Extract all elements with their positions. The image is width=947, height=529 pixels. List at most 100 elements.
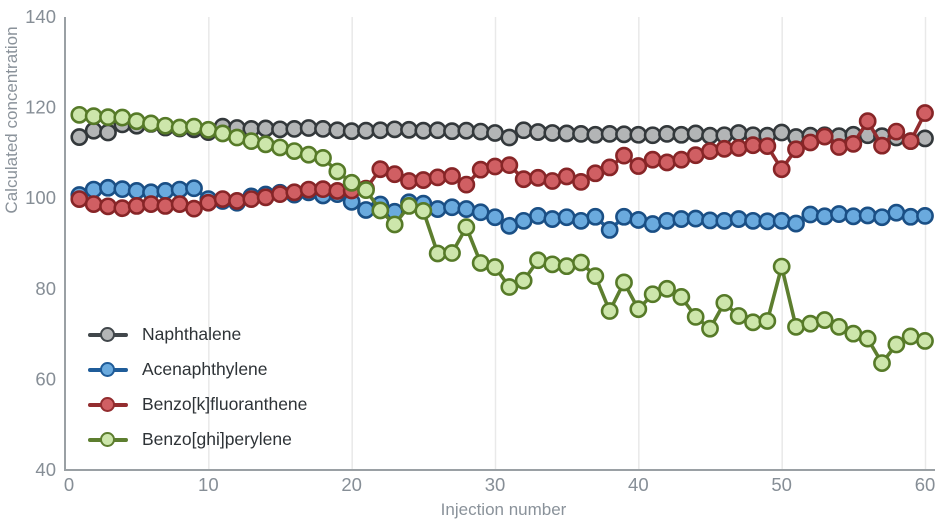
data-point-acenaphthylene-27	[443, 198, 461, 217]
data-point-benzo-ghi-perylene-11	[213, 124, 232, 143]
data-point-benzo-ghi-perylene-28	[457, 218, 476, 237]
legend-item-benzo-k-fluoranthene[interactable]: Benzo[k]fluoranthene	[88, 387, 307, 422]
data-point-benzo-k-fluoranthene-45	[701, 142, 719, 160]
x-tick-label-40: 40	[628, 474, 649, 495]
data-point-naphthalene-27	[443, 122, 461, 141]
legend-item-benzo-ghi-perylene[interactable]: Benzo[ghi]perylene	[88, 422, 307, 457]
data-point-benzo-k-fluoranthene-57	[873, 136, 891, 155]
data-point-benzo-ghi-perylene-22	[371, 201, 390, 220]
data-point-benzo-k-fluoranthene-47	[729, 139, 748, 157]
data-point-acenaphthylene-5	[127, 182, 146, 200]
y-axis-title: Calculated concentration	[2, 26, 21, 214]
data-point-acenaphthylene-29	[471, 203, 490, 222]
data-point-naphthalene-22	[371, 121, 390, 140]
data-point-benzo-k-fluoranthene-54	[830, 138, 848, 156]
data-point-benzo-k-fluoranthene-1	[70, 190, 89, 209]
data-point-benzo-k-fluoranthene-44	[686, 146, 705, 165]
data-point-naphthalene-34	[543, 124, 562, 142]
data-point-benzo-ghi-perylene-46	[715, 293, 734, 312]
data-point-acenaphthylene-38	[600, 221, 619, 239]
data-point-naphthalene-42	[658, 124, 676, 143]
legend-marker-icon	[100, 326, 115, 342]
data-point-benzo-k-fluoranthene-46	[715, 139, 734, 158]
data-point-acenaphthylene-60	[916, 206, 934, 225]
data-point-benzo-k-fluoranthene-40	[629, 157, 648, 175]
data-point-benzo-ghi-perylene-37	[586, 267, 605, 286]
data-point-benzo-k-fluoranthene-36	[572, 172, 590, 191]
data-point-naphthalene-41	[643, 126, 662, 145]
data-point-benzo-k-fluoranthene-39	[615, 146, 633, 165]
data-point-benzo-ghi-perylene-12	[228, 128, 246, 147]
data-point-naphthalene-38	[600, 124, 619, 143]
data-point-acenaphthylene-46	[715, 211, 734, 230]
data-point-benzo-ghi-perylene-59	[901, 327, 920, 346]
data-point-benzo-ghi-perylene-27	[443, 244, 461, 262]
data-point-benzo-k-fluoranthene-42	[658, 153, 676, 172]
legend-item-acenaphthylene[interactable]: Acenaphthylene	[88, 352, 307, 387]
data-point-acenaphthylene-48	[744, 211, 762, 230]
data-point-acenaphthylene-9	[185, 179, 203, 198]
data-point-acenaphthylene-7	[156, 182, 175, 200]
legend-marker-icon	[100, 431, 115, 447]
data-point-benzo-k-fluoranthene-11	[213, 190, 232, 209]
data-point-naphthalene-40	[629, 125, 648, 144]
data-point-naphthalene-45	[701, 126, 719, 145]
data-point-acenaphthylene-34	[543, 210, 562, 228]
data-point-naphthalene-44	[686, 124, 705, 143]
data-point-benzo-k-fluoranthene-3	[99, 197, 117, 216]
data-point-acenaphthylene-30	[486, 208, 504, 227]
data-point-naphthalene-15	[271, 120, 289, 139]
data-point-acenaphthylene-4	[113, 180, 132, 199]
data-point-benzo-k-fluoranthene-48	[744, 136, 762, 155]
x-tick-label-20: 20	[341, 474, 362, 495]
data-point-naphthalene-35	[557, 124, 576, 143]
data-point-benzo-ghi-perylene-51	[787, 317, 805, 336]
data-point-naphthalene-37	[586, 125, 605, 144]
data-point-acenaphthylene-36	[572, 211, 590, 230]
x-tick-label-50: 50	[771, 474, 792, 495]
data-point-benzo-k-fluoranthene-35	[557, 167, 576, 186]
data-point-benzo-ghi-perylene-56	[858, 329, 877, 348]
data-point-benzo-k-fluoranthene-23	[385, 165, 404, 184]
data-point-benzo-k-fluoranthene-60	[916, 104, 934, 122]
data-point-benzo-k-fluoranthene-59	[901, 132, 920, 151]
data-point-benzo-k-fluoranthene-33	[529, 168, 547, 187]
legend-item-naphthalene[interactable]: Naphthalene	[88, 317, 307, 352]
data-point-benzo-ghi-perylene-26	[428, 244, 447, 263]
data-point-benzo-k-fluoranthene-12	[228, 192, 246, 210]
data-point-benzo-ghi-perylene-57	[873, 354, 891, 372]
data-point-acenaphthylene-42	[658, 211, 676, 230]
data-point-naphthalene-30	[486, 124, 504, 142]
data-point-benzo-ghi-perylene-30	[486, 258, 504, 276]
data-point-naphthalene-28	[457, 121, 476, 140]
data-point-benzo-k-fluoranthene-4	[113, 199, 132, 218]
data-point-naphthalene-16	[285, 119, 304, 138]
data-point-benzo-k-fluoranthene-49	[758, 137, 777, 156]
x-tick-label-0: 0	[64, 474, 74, 495]
data-point-benzo-k-fluoranthene-18	[314, 180, 332, 199]
data-point-benzo-k-fluoranthene-27	[443, 167, 461, 185]
data-point-naphthalene-43	[672, 125, 691, 144]
data-point-benzo-k-fluoranthene-51	[787, 140, 805, 159]
y-tick-label-100: 100	[25, 187, 56, 208]
data-point-acenaphthylene-2	[84, 180, 103, 199]
data-point-benzo-ghi-perylene-1	[70, 105, 89, 124]
data-point-benzo-ghi-perylene-33	[529, 251, 547, 270]
data-point-benzo-k-fluoranthene-22	[371, 160, 390, 179]
data-point-benzo-k-fluoranthene-58	[887, 122, 906, 141]
data-point-benzo-ghi-perylene-36	[572, 253, 590, 272]
y-tick-label-40: 40	[35, 459, 56, 480]
data-point-acenaphthylene-35	[557, 208, 576, 227]
data-point-acenaphthylene-51	[787, 214, 805, 233]
data-point-benzo-ghi-perylene-8	[170, 118, 189, 137]
data-point-benzo-ghi-perylene-5	[127, 112, 146, 131]
legend-swatch-naphthalene	[88, 326, 128, 344]
data-point-naphthalene-14	[256, 119, 275, 138]
data-point-naphthalene-26	[428, 121, 447, 140]
legend-label: Benzo[k]fluoranthene	[142, 394, 308, 414]
data-point-benzo-ghi-perylene-45	[701, 319, 719, 338]
data-point-acenaphthylene-3	[99, 178, 117, 197]
data-point-benzo-k-fluoranthene-15	[271, 185, 289, 204]
data-point-naphthalene-50	[772, 123, 791, 142]
